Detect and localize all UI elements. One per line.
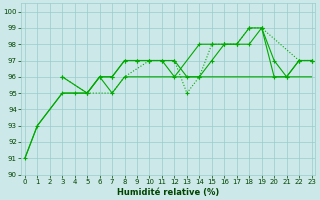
X-axis label: Humidité relative (%): Humidité relative (%) — [117, 188, 219, 197]
